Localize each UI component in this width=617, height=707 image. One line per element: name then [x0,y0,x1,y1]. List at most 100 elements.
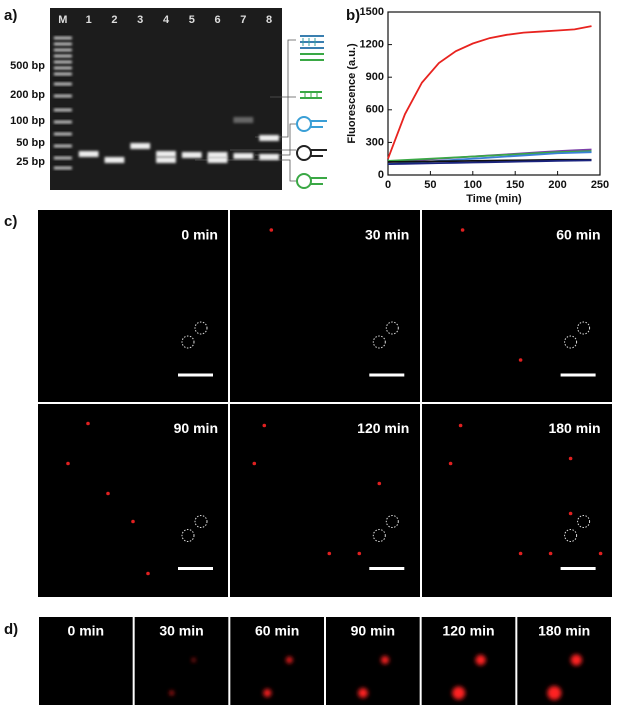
roi [577,515,591,528]
spot [357,551,362,556]
lane-label: 4 [163,14,170,26]
closeup-tile [326,617,420,705]
spot [598,551,603,556]
lane-label: 1 [86,14,92,26]
spot [570,654,582,666]
time-label: 90 min [351,623,395,639]
ladder-band [53,54,72,58]
spot [548,551,553,556]
ladder-band [53,156,72,160]
y-tick-label: 300 [366,136,384,148]
roi [194,321,208,335]
spot [547,686,562,700]
lane-label: 3 [137,14,143,26]
spot [452,686,466,700]
x-tick-label: 150 [506,179,524,191]
spot [66,461,70,466]
ladder-band [53,94,72,98]
ladder-band [53,72,72,76]
x-axis-label: Time (min) [466,193,522,205]
spot [460,228,465,232]
roi [372,335,386,349]
spot [146,571,150,576]
spot [252,461,257,466]
data-line [387,150,592,162]
ladder-band [53,48,72,52]
roi [194,515,208,528]
lane-label: M [58,14,67,26]
roi [564,335,578,349]
spot [568,511,573,516]
time-label: 60 min [556,227,600,243]
gel-band [207,152,228,158]
spot [377,481,382,486]
spot [263,689,272,697]
lane-label: 8 [266,14,272,26]
gel-band [156,157,176,163]
closeup-tile [134,617,229,705]
gel-band [207,157,228,163]
x-tick-label: 0 [385,179,391,191]
gel-band [233,117,254,123]
roi [385,515,399,528]
roi [181,335,195,349]
panel-label: d) [4,621,18,638]
spot [192,658,196,662]
time-label: 60 min [255,623,299,639]
gel-band [156,151,176,157]
y-tick-label: 1200 [360,39,384,51]
time-label: 120 min [442,623,494,639]
time-label: 30 min [159,623,203,639]
gel-band [104,157,125,163]
closeup-tile [517,617,611,705]
ladder-band [53,132,72,136]
y-tick-label: 0 [378,169,384,181]
ladder-band [53,42,72,46]
marker-label: 100 bp [10,115,45,127]
time-label: 180 min [538,623,590,639]
marker-label: 50 bp [16,137,45,149]
spot [169,691,174,695]
closeup-tile [230,617,324,705]
time-label: 0 min [68,623,105,639]
ladder-band [53,144,72,148]
ladder-band [53,60,72,64]
spot [106,491,110,496]
x-tick-label: 250 [591,179,609,191]
structure-icons [195,35,327,189]
lane-label: 2 [111,14,117,26]
gel-band [78,151,99,157]
data-line [387,25,592,160]
gel-band [259,154,279,160]
marker-label: 25 bp [16,156,45,168]
gel-band [233,153,254,159]
data-line [387,159,592,166]
spot [381,656,389,664]
spot [269,228,274,232]
closeup-tile [39,617,133,705]
x-tick-label: 50 [424,179,436,191]
ladder-band [53,36,72,40]
spot [262,423,267,428]
spot [568,456,573,461]
time-label: 90 min [174,420,218,436]
spot [131,519,135,524]
spot [358,688,368,698]
ladder-band [53,166,72,170]
spot [448,461,453,466]
data-line [387,158,592,163]
closeup-tile [421,617,516,705]
ladder-band [53,82,72,86]
y-tick-label: 1500 [360,6,384,18]
y-tick-label: 600 [366,104,384,116]
spot [518,358,523,362]
time-label: 0 min [181,227,218,243]
ladder-band [53,66,72,70]
gel-band [130,143,151,149]
x-tick-label: 100 [464,179,482,191]
roi [181,529,195,542]
lane-label: 6 [214,14,220,26]
y-tick-label: 900 [366,71,384,83]
time-label: 30 min [365,227,409,243]
